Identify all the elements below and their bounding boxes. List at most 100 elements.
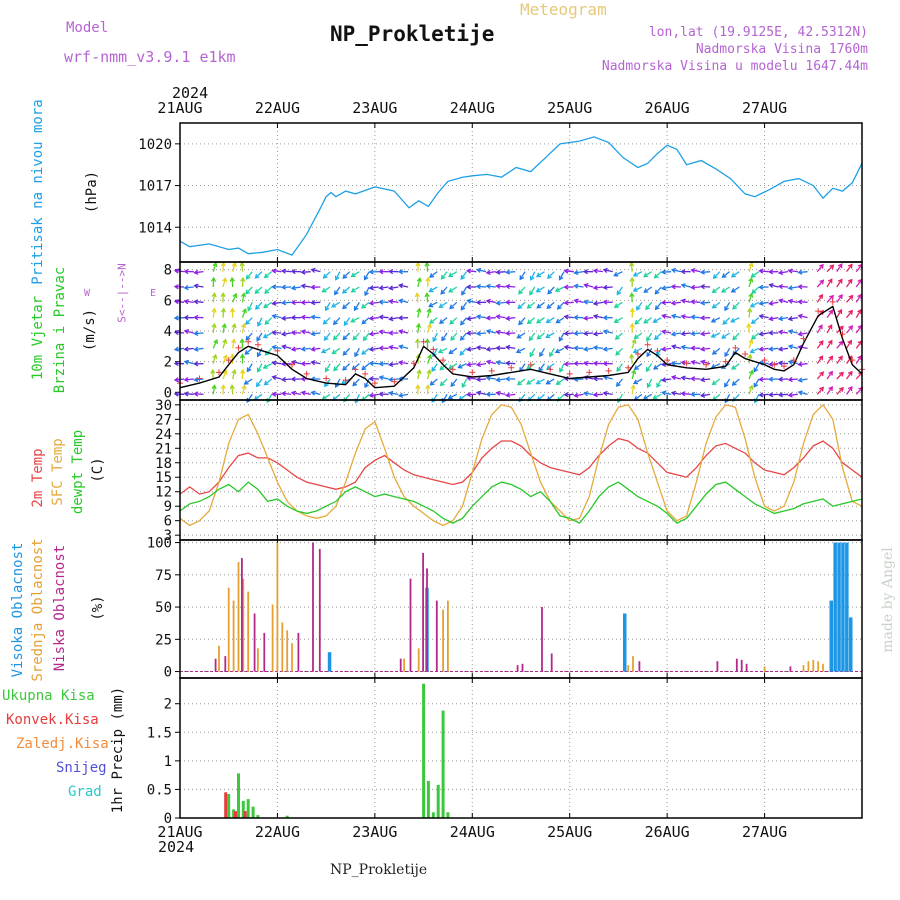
wind-arrow-head [324, 367, 330, 373]
wind-arrow [836, 279, 843, 288]
wind-arrow-head [415, 322, 422, 328]
wind-arrow-head [229, 307, 236, 313]
gust-marker [839, 331, 846, 338]
wind-arrow-head [245, 335, 251, 341]
gust-marker [274, 347, 281, 354]
wind-arrow [459, 393, 467, 401]
model-name: wrf-nmm_v3.9.1 e1km [64, 48, 236, 66]
wind-arrow-head [535, 287, 541, 293]
wind-arrow-head [193, 330, 199, 337]
y-tick-label: 2 [164, 697, 172, 713]
wind-arrow-head [654, 305, 660, 311]
wind-arrow [460, 301, 468, 311]
bar-srednja-oblacnost [271, 604, 274, 672]
wind-arrow-head [724, 306, 729, 312]
wind-arrow-head [660, 299, 666, 306]
wind-arrow [691, 361, 701, 365]
wind-arrow-head [183, 268, 189, 275]
wind-arrow [245, 332, 253, 341]
wind-arrow [332, 347, 341, 355]
wind-arrow-head [485, 283, 491, 289]
wind-arrow-head [848, 325, 854, 331]
wind-arrow-head [476, 390, 482, 396]
wind-arrow-head [475, 299, 481, 306]
wind-arrow-head [558, 336, 564, 342]
wind-arrow-head [518, 289, 523, 295]
wind-arrow [845, 340, 852, 349]
wind-arrow [352, 378, 360, 386]
wind-arrow [724, 348, 731, 357]
wind-arrow-head [748, 338, 754, 344]
wind-arrow-head [847, 278, 853, 284]
wind-arrow [647, 378, 653, 388]
wind-arrow [653, 393, 662, 400]
wind-arrow [496, 331, 506, 334]
bar-srednja-oblacnost [257, 648, 259, 672]
y-tick-label: 8 [164, 263, 172, 279]
gust-marker [196, 375, 203, 382]
wind-arrow [633, 271, 643, 277]
bar-srednja-oblacnost [627, 665, 630, 672]
wind-arrow-head [263, 273, 269, 279]
wind-arrow-head [536, 334, 542, 340]
wind-arrow-head [690, 345, 696, 351]
y-tick-label: 21 [155, 441, 172, 457]
wind-arrow-head [353, 305, 359, 312]
wind-arrow-head [670, 267, 677, 273]
wind-arrow-head [475, 283, 481, 290]
wind-arrow [751, 286, 760, 294]
wind-arrow [545, 332, 555, 338]
bar-visoka-oblacnost [845, 542, 849, 672]
gust-marker [625, 364, 632, 371]
wind-arrow-head [797, 331, 803, 337]
wind-arrow [536, 271, 545, 278]
y-tick-label: 0 [164, 811, 172, 827]
wind-arrow [184, 347, 194, 351]
wind-arrow-head [183, 299, 189, 305]
wind-arrow-head [828, 385, 833, 392]
wind-arrow-head [310, 300, 316, 306]
top-day-label: 24AUG [449, 99, 495, 117]
wind-arrow-head [495, 283, 501, 289]
wind-arrow [701, 393, 711, 397]
bar-niska-oblacnost [740, 659, 743, 672]
wind-arrow [556, 317, 565, 324]
wind-arrow [855, 340, 863, 349]
wind-arrow-head [212, 261, 218, 268]
wind-arrow-head [183, 376, 189, 383]
bar-ukupna-kisa [441, 710, 445, 818]
wind-arrow-head [592, 376, 598, 382]
wind-arrow [826, 340, 833, 349]
wind-arrow [257, 317, 263, 327]
wind-arrow [748, 385, 753, 395]
wind-arrow [369, 286, 379, 289]
wind-arrow [477, 315, 487, 319]
wind-arrow [467, 347, 477, 351]
wind-arrow-head [616, 290, 622, 296]
wind-arrow-head [602, 360, 608, 367]
wind-arrow [282, 301, 292, 304]
wind-arrow [426, 308, 431, 318]
wind-arrow-head [485, 269, 491, 276]
wind-arrow [354, 348, 360, 357]
wind-arrow [256, 378, 263, 387]
wind-arrow [753, 363, 760, 372]
wind-arrow-head [573, 392, 579, 398]
wind-arrow [751, 332, 760, 340]
wind-arrow [593, 286, 604, 289]
wind-arrow [232, 262, 236, 272]
wind-arrow [615, 347, 623, 356]
wind-arrow-head [828, 309, 834, 315]
wind-arrow [546, 378, 555, 385]
wind-arrow-head [271, 300, 277, 306]
wind-arrow [184, 393, 194, 395]
wind-arrow-head [368, 346, 374, 352]
wind-arrow [643, 271, 653, 278]
wind-arrow [614, 271, 623, 277]
bar-niska-oblacnost [399, 658, 402, 672]
wind-arrow-head [378, 299, 384, 305]
wind-arrow [389, 317, 399, 320]
wind-arrow-head [323, 336, 329, 342]
wind-arrow-head [429, 380, 435, 386]
gust-marker [371, 380, 378, 387]
